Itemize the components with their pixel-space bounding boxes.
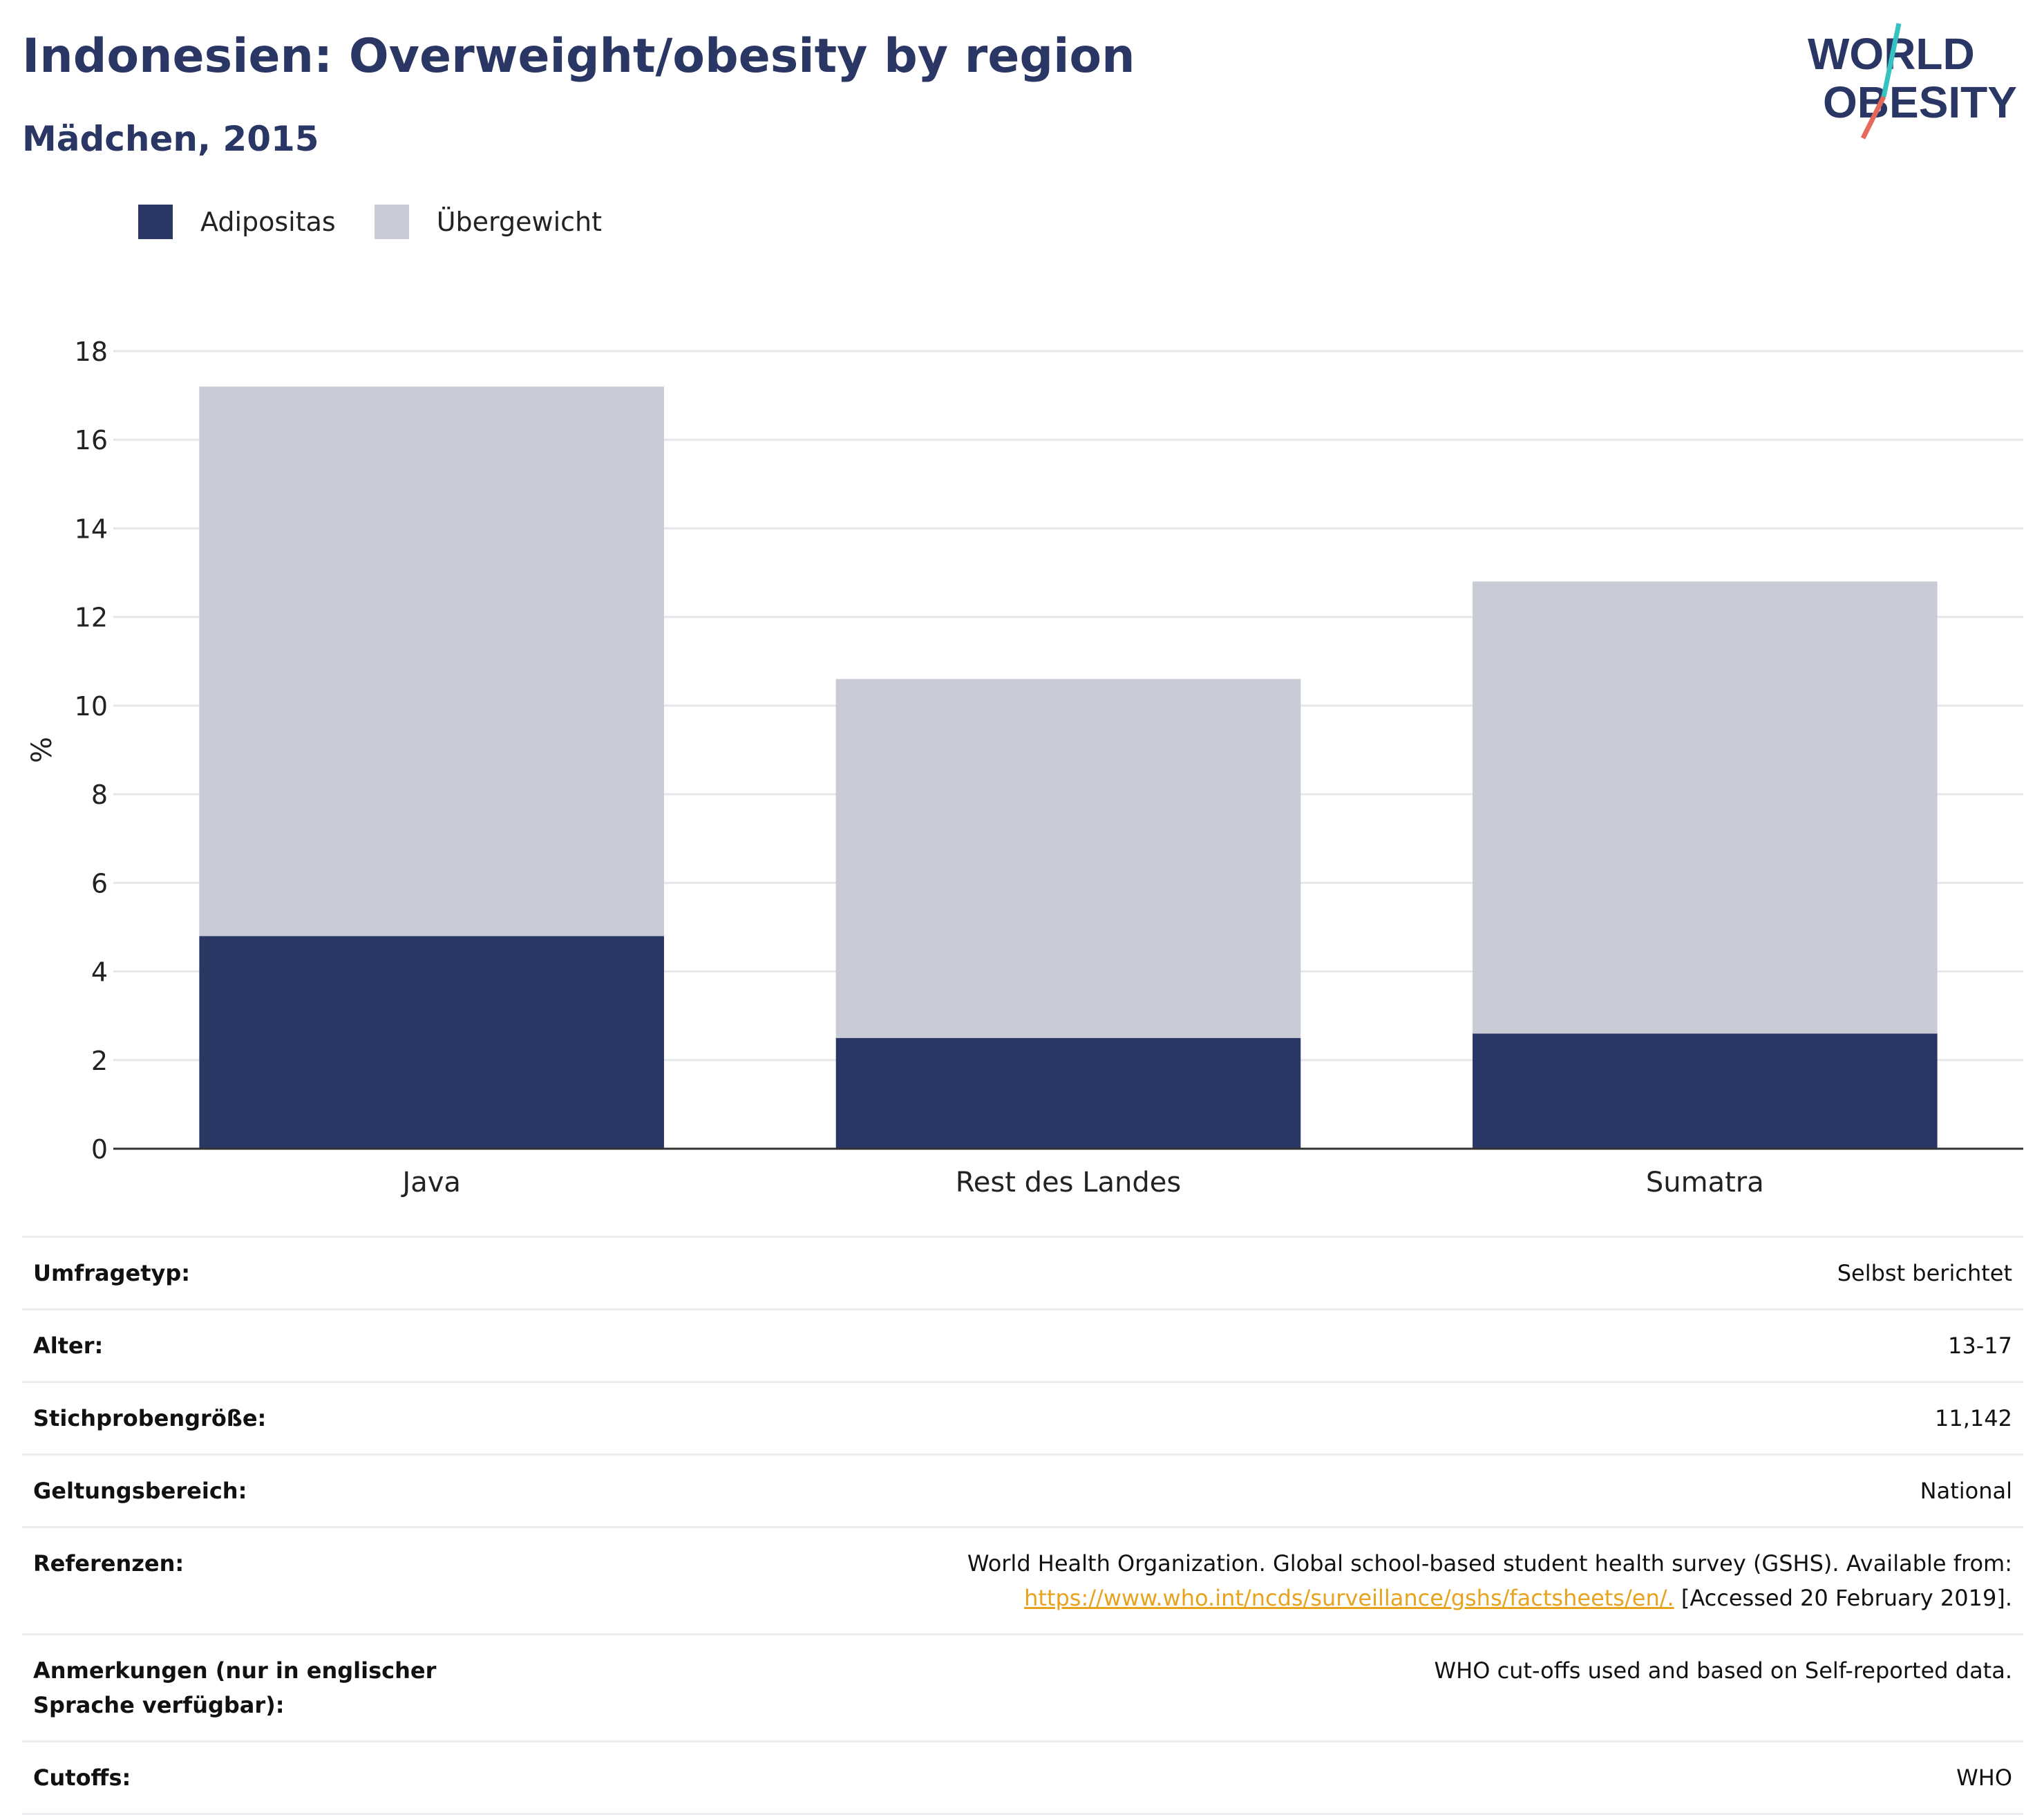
meta-label: Alter: — [22, 1308, 542, 1382]
meta-value: Selbst berichtet — [542, 1236, 2023, 1310]
legend: Adipositas Übergewicht — [138, 205, 641, 239]
legend-item-uebergewicht[interactable]: Übergewicht — [374, 205, 602, 239]
y-tick-label: 4 — [91, 957, 108, 988]
logo-slash-red — [1860, 95, 1886, 140]
chart-subtitle: Mädchen, 2015 — [22, 119, 319, 159]
meta-label: Umfragetyp: — [22, 1236, 542, 1310]
meta-label: Geltungsbereich: — [22, 1454, 542, 1527]
legend-label-uebergewicht: Übergewicht — [436, 207, 602, 237]
y-tick-label: 12 — [75, 603, 108, 633]
legend-swatch-uebergewicht — [374, 205, 409, 239]
x-tick-label: Sumatra — [1646, 1167, 1764, 1198]
legend-label-adipositas: Adipositas — [200, 207, 336, 237]
legend-swatch-adipositas — [138, 205, 173, 239]
y-tick-label: 2 — [91, 1046, 108, 1076]
bar-adipositas — [1473, 1033, 1938, 1149]
y-tick-label: 10 — [75, 691, 108, 722]
logo-line2: OBESITY — [1823, 77, 2017, 127]
x-tick-label: Java — [400, 1167, 461, 1198]
reference-accessed: [Accessed 20 February 2019]. — [1674, 1585, 2012, 1611]
bar-uebergewicht — [1473, 581, 1938, 1034]
bar-uebergewicht — [835, 679, 1301, 1038]
y-tick-label: 14 — [75, 514, 108, 544]
bar-chart: 0 2 4 6 8 10 12 14 16 18% Java Rest des Landes Sumat… — [26, 337, 2023, 1198]
meta-row-scope: Geltungsbereich: National — [22, 1454, 2023, 1527]
meta-value: National — [542, 1454, 2023, 1527]
metadata-table: Umfragetyp: Selbst berichtet Alter: 13-1… — [22, 1236, 2023, 1815]
world-obesity-logo: WORLD OBESITY — [1808, 23, 2017, 140]
meta-label: Stichprobengröße: — [22, 1381, 542, 1455]
meta-value: World Health Organization. Global school… — [542, 1526, 2023, 1635]
meta-value: 13-17 — [542, 1308, 2023, 1382]
meta-value: WHO — [542, 1740, 2023, 1815]
y-tick-label: 18 — [75, 337, 108, 367]
y-tick-label: 16 — [75, 425, 108, 455]
reference-link[interactable]: https://www.who.int/ncds/surveillance/gs… — [1024, 1585, 1674, 1611]
meta-value: 11,142 — [542, 1381, 2023, 1455]
meta-value: WHO cut-offs used and based on Self-repo… — [542, 1633, 2023, 1742]
x-tick-label: Rest des Landes — [956, 1167, 1181, 1198]
meta-label: Referenzen: — [22, 1526, 542, 1635]
meta-row-age: Alter: 13-17 — [22, 1308, 2023, 1382]
meta-row-sample-size: Stichprobengröße: 11,142 — [22, 1381, 2023, 1455]
y-tick-label: 8 — [91, 780, 108, 810]
meta-row-survey-type: Umfragetyp: Selbst berichtet — [22, 1236, 2023, 1310]
meta-row-notes: Anmerkungen (nur in englischer Sprache v… — [22, 1633, 2023, 1742]
chart-title: Indonesien: Overweight/obesity by region — [22, 29, 1135, 84]
bar-uebergewicht — [199, 386, 664, 937]
logo-slash-teal — [1881, 23, 1902, 97]
bar-adipositas — [835, 1037, 1301, 1149]
bar-adipositas — [199, 936, 664, 1149]
meta-row-references: Referenzen: World Health Organization. G… — [22, 1526, 2023, 1635]
meta-label: Anmerkungen (nur in englischer Sprache v… — [22, 1633, 542, 1742]
y-axis-label: % — [26, 737, 58, 763]
y-tick-label: 0 — [91, 1134, 108, 1165]
y-tick-label: 6 — [91, 868, 108, 899]
meta-row-cutoffs: Cutoffs: WHO — [22, 1740, 2023, 1815]
meta-label: Cutoffs: — [22, 1740, 542, 1815]
legend-item-adipositas[interactable]: Adipositas — [138, 205, 336, 239]
reference-text: World Health Organization. Global school… — [967, 1550, 2012, 1577]
